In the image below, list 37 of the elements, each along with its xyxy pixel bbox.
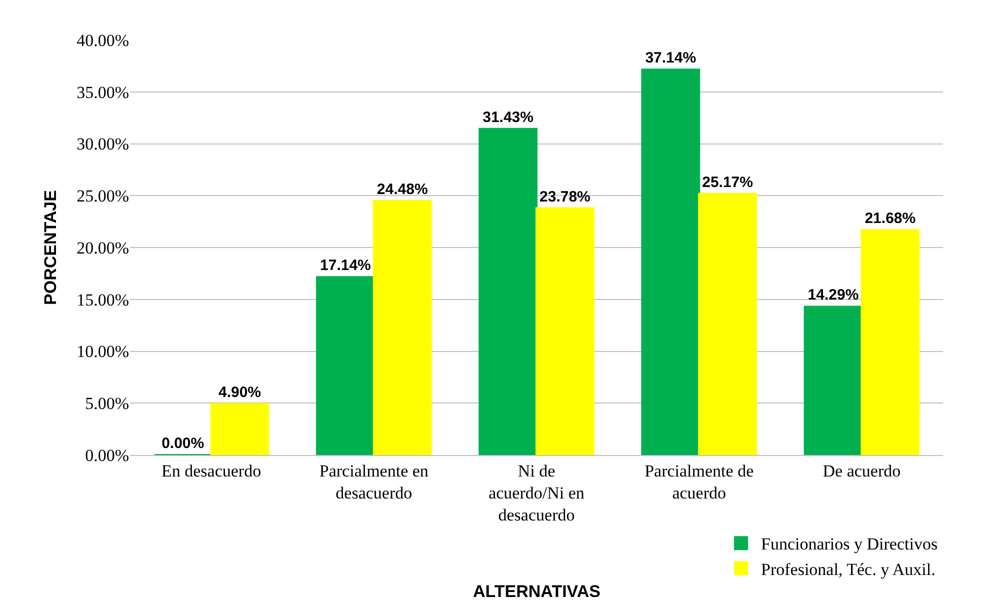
y-tick-label: 20.00% — [76, 238, 129, 258]
data-label: 0.00% — [162, 435, 204, 452]
data-label: 21.68% — [864, 210, 916, 228]
x-tick-label: En desacuerdo — [162, 461, 262, 480]
bar — [536, 207, 594, 455]
y-tick-label: 25.00% — [76, 186, 129, 206]
x-tick-label: De acuerdo — [822, 461, 901, 480]
data-label: 14.29% — [808, 286, 859, 304]
data-label: 37.14% — [645, 50, 696, 67]
bar — [478, 128, 538, 455]
bar — [860, 229, 920, 455]
legend-label: Profesional, Téc. y Auxil. — [761, 560, 936, 579]
bar — [698, 192, 758, 455]
data-label: 23.78% — [540, 188, 590, 206]
y-axis-title: PORCENTAJE — [41, 190, 60, 305]
data-label: 31.43% — [482, 108, 534, 126]
y-tick-label: 0.00% — [85, 446, 129, 465]
y-tick-label: 10.00% — [76, 342, 129, 362]
y-tick-label: 40.00% — [76, 30, 129, 50]
bar — [316, 276, 375, 455]
data-label: 24.48% — [376, 181, 428, 198]
x-tick-label: Parcialmente de acuerdo — [644, 461, 754, 502]
y-tick-label: 30.00% — [76, 134, 129, 154]
bar — [641, 68, 700, 455]
x-tick-label: Ni de acuerdo/Ni en desacuerdo — [488, 461, 585, 525]
x-tick-label: Parcialmente en desacuerdo — [319, 461, 429, 502]
y-tick-label: 35.00% — [76, 82, 129, 102]
y-tick-label: 5.00% — [85, 394, 129, 414]
bar — [804, 306, 863, 455]
x-axis-title: ALTERNATIVAS — [473, 582, 600, 601]
data-label: 4.90% — [218, 384, 262, 402]
data-label: 17.14% — [320, 257, 371, 274]
bar — [372, 200, 432, 455]
legend-label: Funcionarios y Directivos — [761, 534, 938, 554]
bar — [210, 403, 270, 455]
y-tick-label: 15.00% — [76, 290, 129, 310]
data-label: 25.17% — [702, 174, 753, 191]
